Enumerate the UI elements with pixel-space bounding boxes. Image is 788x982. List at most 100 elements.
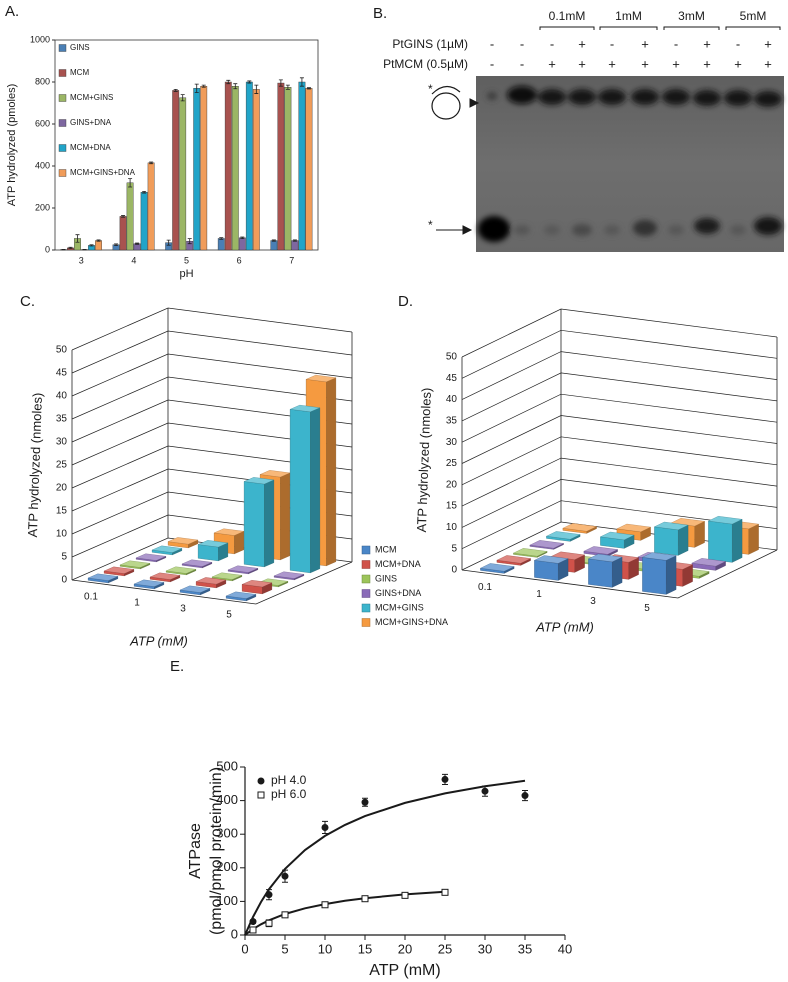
- bar-3d: [87, 573, 119, 584]
- lane-sign: +: [703, 36, 711, 51]
- bar-3d: [151, 545, 183, 556]
- bar-3d: [653, 521, 689, 556]
- bar: [252, 89, 260, 251]
- bar-3d: [496, 555, 532, 566]
- x-tick-label: 3: [79, 255, 84, 265]
- strand-icon: [431, 85, 461, 95]
- x-tick-label: 0: [241, 941, 248, 956]
- bar-side: [666, 555, 677, 595]
- lane-sign: +: [578, 36, 586, 51]
- bar-top: [289, 404, 321, 413]
- bar-top: [197, 540, 229, 548]
- lane-sign: -: [550, 36, 554, 51]
- bar-3d: [133, 579, 165, 590]
- bar-3d: [167, 537, 199, 549]
- bar-3d: [195, 577, 227, 589]
- bar-top: [165, 566, 197, 574]
- z-tick-label: 30: [56, 437, 68, 448]
- bracket: [599, 26, 658, 30]
- lane-sign: -: [520, 56, 524, 71]
- band: [544, 225, 560, 235]
- legend-label: MCM+GINS: [375, 602, 424, 612]
- error-bar: [247, 80, 252, 84]
- x-tick-label: 30: [478, 941, 492, 956]
- bar-top: [179, 585, 211, 593]
- band: [538, 89, 566, 105]
- bar-3d: [197, 540, 229, 562]
- bar: [298, 81, 306, 251]
- z-tick-label: 50: [56, 345, 68, 356]
- legend-swatch: [58, 94, 67, 102]
- gel-markers: [431, 85, 480, 235]
- legend-swatch: [58, 44, 67, 52]
- bar: [270, 240, 278, 251]
- bar-3d: [165, 566, 197, 576]
- x-tick-label: 7: [289, 255, 294, 265]
- bracket: [725, 26, 781, 30]
- bar-3d: [512, 548, 548, 558]
- bar-top: [562, 523, 598, 532]
- legend-label: MCM: [375, 544, 397, 554]
- z-axis-label: ATP hydrolyzed (nmoles): [414, 387, 434, 532]
- point: [481, 787, 489, 795]
- point: [521, 792, 529, 800]
- z-tick-label: 5: [61, 552, 67, 563]
- band: [724, 90, 752, 106]
- error-bar: [142, 191, 147, 194]
- point: [361, 895, 369, 903]
- point: [249, 918, 257, 926]
- point: [441, 775, 449, 783]
- legend-label: pH 4.0: [271, 773, 307, 787]
- concentration-label: 3mM: [678, 9, 705, 23]
- point: [321, 901, 329, 909]
- bar-top: [103, 566, 135, 574]
- band: [730, 225, 746, 235]
- legend-label: pH 6.0: [271, 787, 307, 801]
- bracket: [663, 26, 720, 30]
- bar-3d: [273, 571, 305, 581]
- y-tick-label: 800: [35, 76, 50, 86]
- asterisk: *: [428, 82, 433, 96]
- error-bar: [201, 84, 206, 88]
- y-tick-label: 1000: [30, 34, 50, 44]
- bar: [217, 238, 225, 251]
- z-tick-label: 0: [61, 575, 67, 586]
- band: [693, 90, 721, 106]
- band: [514, 225, 530, 235]
- z-tick-label: 20: [446, 479, 458, 490]
- row-label: PtMCM (0.5µM): [383, 57, 468, 71]
- band: [487, 92, 497, 100]
- bar-side: [612, 556, 623, 588]
- legend-label: MCM: [70, 68, 89, 77]
- bar-front: [654, 526, 679, 556]
- bar-top: [641, 552, 677, 561]
- legend-label: MCM+DNA: [70, 143, 111, 152]
- bar: [284, 87, 292, 251]
- x-tick-label: 3: [590, 596, 596, 607]
- panel-label: A.: [5, 3, 19, 20]
- bar-top: [616, 523, 652, 533]
- x-axis-label: ATP (mM): [535, 619, 594, 634]
- band: [598, 89, 626, 105]
- bar-top: [243, 477, 275, 485]
- point: [265, 919, 273, 927]
- bar-top: [545, 531, 581, 540]
- fit-curve: [244, 890, 446, 936]
- lane-sign: +: [764, 56, 772, 71]
- band: [572, 224, 592, 236]
- z-tick-label: 35: [56, 414, 68, 425]
- bar-top: [87, 573, 119, 581]
- bar-3d: [135, 553, 167, 563]
- circular-dna-icon: [431, 92, 461, 120]
- x-tick-label: 1: [134, 598, 140, 609]
- bar-top: [241, 580, 273, 588]
- bar-top: [529, 540, 565, 549]
- legend-swatch: [361, 589, 371, 598]
- bar-3d: [599, 531, 635, 549]
- legend-label: MCM+DNA: [375, 559, 421, 569]
- legend-label: MCM+GINS+DNA: [70, 168, 136, 177]
- legend-swatch: [58, 169, 67, 177]
- lane-sign: -: [674, 36, 678, 51]
- bar-top: [533, 555, 569, 564]
- bar-front: [534, 560, 559, 581]
